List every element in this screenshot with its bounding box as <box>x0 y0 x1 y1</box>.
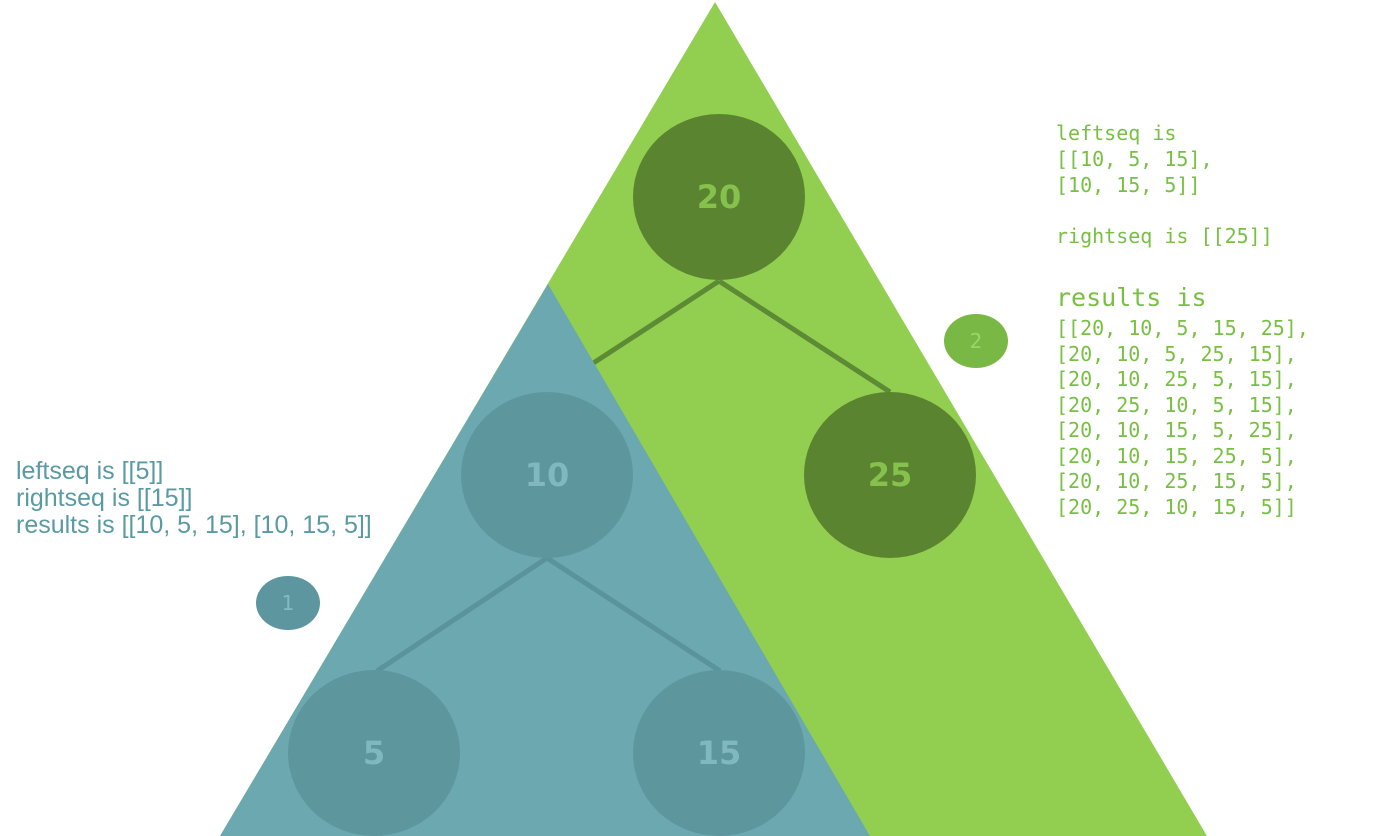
tree-node-15: 15 <box>633 670 805 836</box>
tree-node-label: 5 <box>363 734 385 772</box>
results-line: [[20, 10, 5, 15, 25], <box>1056 316 1309 340</box>
tree-node-20: 20 <box>633 114 805 280</box>
results-line: [20, 10, 25, 15, 5], <box>1056 469 1297 493</box>
right-note-results-title: results is <box>1056 283 1207 312</box>
results-line: [20, 25, 10, 5, 15], <box>1056 393 1297 417</box>
tree-node-25: 25 <box>804 392 976 558</box>
left-note-rightseq: rightseq is [[15]] <box>16 484 193 512</box>
right-note-leftseq-line: [10, 15, 5]] <box>1056 173 1201 197</box>
step-badge-2: 2 <box>944 314 1008 368</box>
right-note-leftseq-line: [[10, 5, 15], <box>1056 147 1213 171</box>
tree-node-10: 10 <box>461 392 633 558</box>
results-line: [20, 10, 15, 25, 5], <box>1056 444 1297 468</box>
step-badge-label: 2 <box>970 329 983 353</box>
step-badge-1: 1 <box>256 576 320 630</box>
results-line: [20, 10, 15, 5, 25], <box>1056 418 1297 442</box>
edge-10-15 <box>545 555 722 674</box>
tree-node-5: 5 <box>288 670 460 836</box>
left-note-leftseq: leftseq is [[5]] <box>16 457 164 485</box>
step-badge-label: 1 <box>282 591 295 615</box>
tree-node-label: 20 <box>697 178 742 216</box>
tree-node-label: 25 <box>868 456 913 494</box>
results-line: [20, 25, 10, 15, 5]] <box>1056 495 1297 519</box>
right-note-leftseq-label: leftseq is <box>1056 121 1177 145</box>
results-line: [20, 10, 5, 25, 15], <box>1056 342 1297 366</box>
left-note-results: results is [[10, 5, 15], [10, 15, 5]] <box>16 511 372 539</box>
right-note-rightseq: rightseq is [[25]] <box>1056 224 1273 248</box>
tree-node-label: 15 <box>697 734 742 772</box>
tree-node-label: 10 <box>525 456 570 494</box>
results-line: [20, 10, 25, 5, 15], <box>1056 367 1297 391</box>
edge-10-5 <box>375 555 549 674</box>
edge-20-25 <box>717 278 892 395</box>
